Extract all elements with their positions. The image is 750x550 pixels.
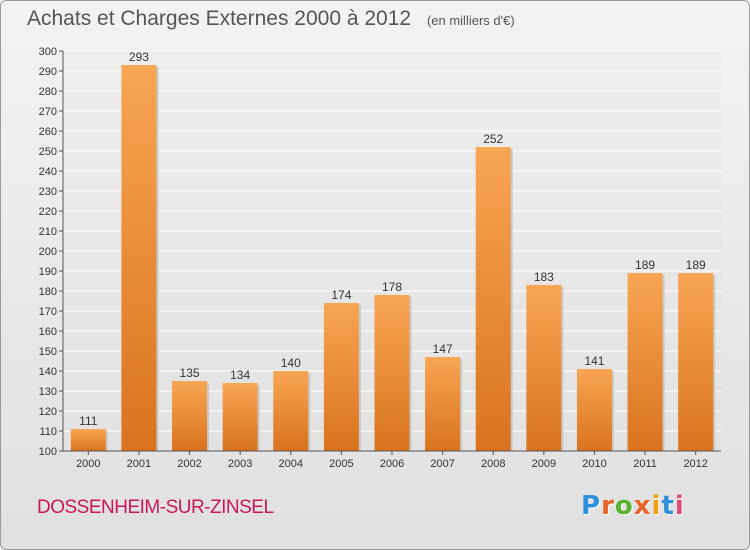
y-tick-label: 160 — [39, 326, 57, 338]
x-tick-label-2002: 2002 — [177, 458, 201, 470]
x-tick-label-2008: 2008 — [481, 458, 505, 470]
y-tick-label: 190 — [39, 266, 57, 278]
data-label-2004: 140 — [281, 356, 301, 370]
x-tick-label-2011: 2011 — [633, 458, 657, 470]
chart-unit: (en milliers d'€) — [426, 13, 515, 28]
x-tick-label-2000: 2000 — [76, 458, 100, 470]
city-name: DOSSENHEIM-SUR-ZINSEL — [37, 497, 274, 518]
logo-letter: r — [601, 491, 615, 521]
data-label-2011: 189 — [635, 258, 655, 272]
bar-2006 — [374, 295, 410, 451]
y-tick-label: 170 — [39, 306, 57, 318]
x-tick-label-2004: 2004 — [279, 458, 303, 470]
data-label-2000: 111 — [79, 414, 98, 428]
y-tick-label: 230 — [39, 186, 57, 198]
y-tick-label: 240 — [39, 166, 57, 178]
bar-2005 — [323, 303, 359, 451]
data-label-2003: 134 — [230, 368, 250, 382]
data-label-2001: 293 — [129, 50, 149, 64]
x-tick-label-2005: 2005 — [329, 458, 353, 470]
bar-2001 — [121, 65, 157, 451]
bar-2003 — [222, 383, 258, 451]
y-tick-label: 110 — [39, 426, 57, 438]
bar-2011 — [627, 273, 663, 451]
y-tick-label: 260 — [39, 126, 57, 138]
y-tick-label: 210 — [39, 226, 57, 238]
y-tick-label: 250 — [39, 146, 57, 158]
logo-letter: i — [651, 491, 662, 521]
x-tick-label-2006: 2006 — [380, 458, 404, 470]
y-tick-label: 130 — [39, 386, 57, 398]
bar-2004 — [273, 371, 309, 451]
y-tick-label: 270 — [39, 106, 57, 118]
y-tick-label: 220 — [39, 206, 57, 218]
x-tick-label-2010: 2010 — [582, 458, 606, 470]
y-tick-label: 300 — [39, 46, 57, 58]
x-tick-label-2003: 2003 — [228, 458, 252, 470]
proxiti-logo: Proxiti — [581, 491, 685, 521]
logo-letter: P — [581, 491, 602, 521]
y-tick-label: 120 — [39, 406, 57, 418]
y-tick-label: 180 — [39, 286, 57, 298]
bar-2000 — [70, 429, 106, 451]
bar-2002 — [172, 381, 208, 451]
y-tick-label: 150 — [39, 346, 57, 358]
y-tick-label: 140 — [39, 366, 57, 378]
data-label-2009: 183 — [534, 270, 554, 284]
chart-title-text: Achats et Charges Externes 2000 à 2012 — [27, 7, 412, 30]
x-tick-label-2007: 2007 — [430, 458, 454, 470]
data-label-2005: 174 — [331, 288, 351, 302]
x-tick-label-2012: 2012 — [683, 458, 707, 470]
data-label-2006: 178 — [382, 280, 402, 294]
bar-2009 — [526, 285, 562, 451]
x-tick-label-2009: 2009 — [532, 458, 556, 470]
logo-letter: x — [633, 491, 652, 521]
y-tick-label: 290 — [39, 66, 57, 78]
y-tick-label: 100 — [39, 446, 57, 458]
x-tick-label-2001: 2001 — [127, 458, 151, 470]
data-label-2008: 252 — [483, 132, 503, 146]
bar-2012 — [678, 273, 714, 451]
logo-letter: o — [614, 491, 634, 521]
bar-2007 — [425, 357, 461, 451]
chart-title: Achats et Charges Externes 2000 à 2012 (… — [27, 7, 515, 31]
bar-2010 — [576, 369, 612, 451]
data-label-2010: 141 — [584, 354, 604, 368]
logo-letter: t — [661, 491, 675, 521]
data-label-2002: 135 — [180, 366, 200, 380]
logo-letter: i — [674, 491, 685, 521]
bar-2008 — [475, 147, 511, 451]
data-label-2007: 147 — [433, 342, 453, 356]
data-label-2012: 189 — [686, 258, 706, 272]
y-tick-label: 280 — [39, 86, 57, 98]
y-tick-label: 200 — [39, 246, 57, 258]
